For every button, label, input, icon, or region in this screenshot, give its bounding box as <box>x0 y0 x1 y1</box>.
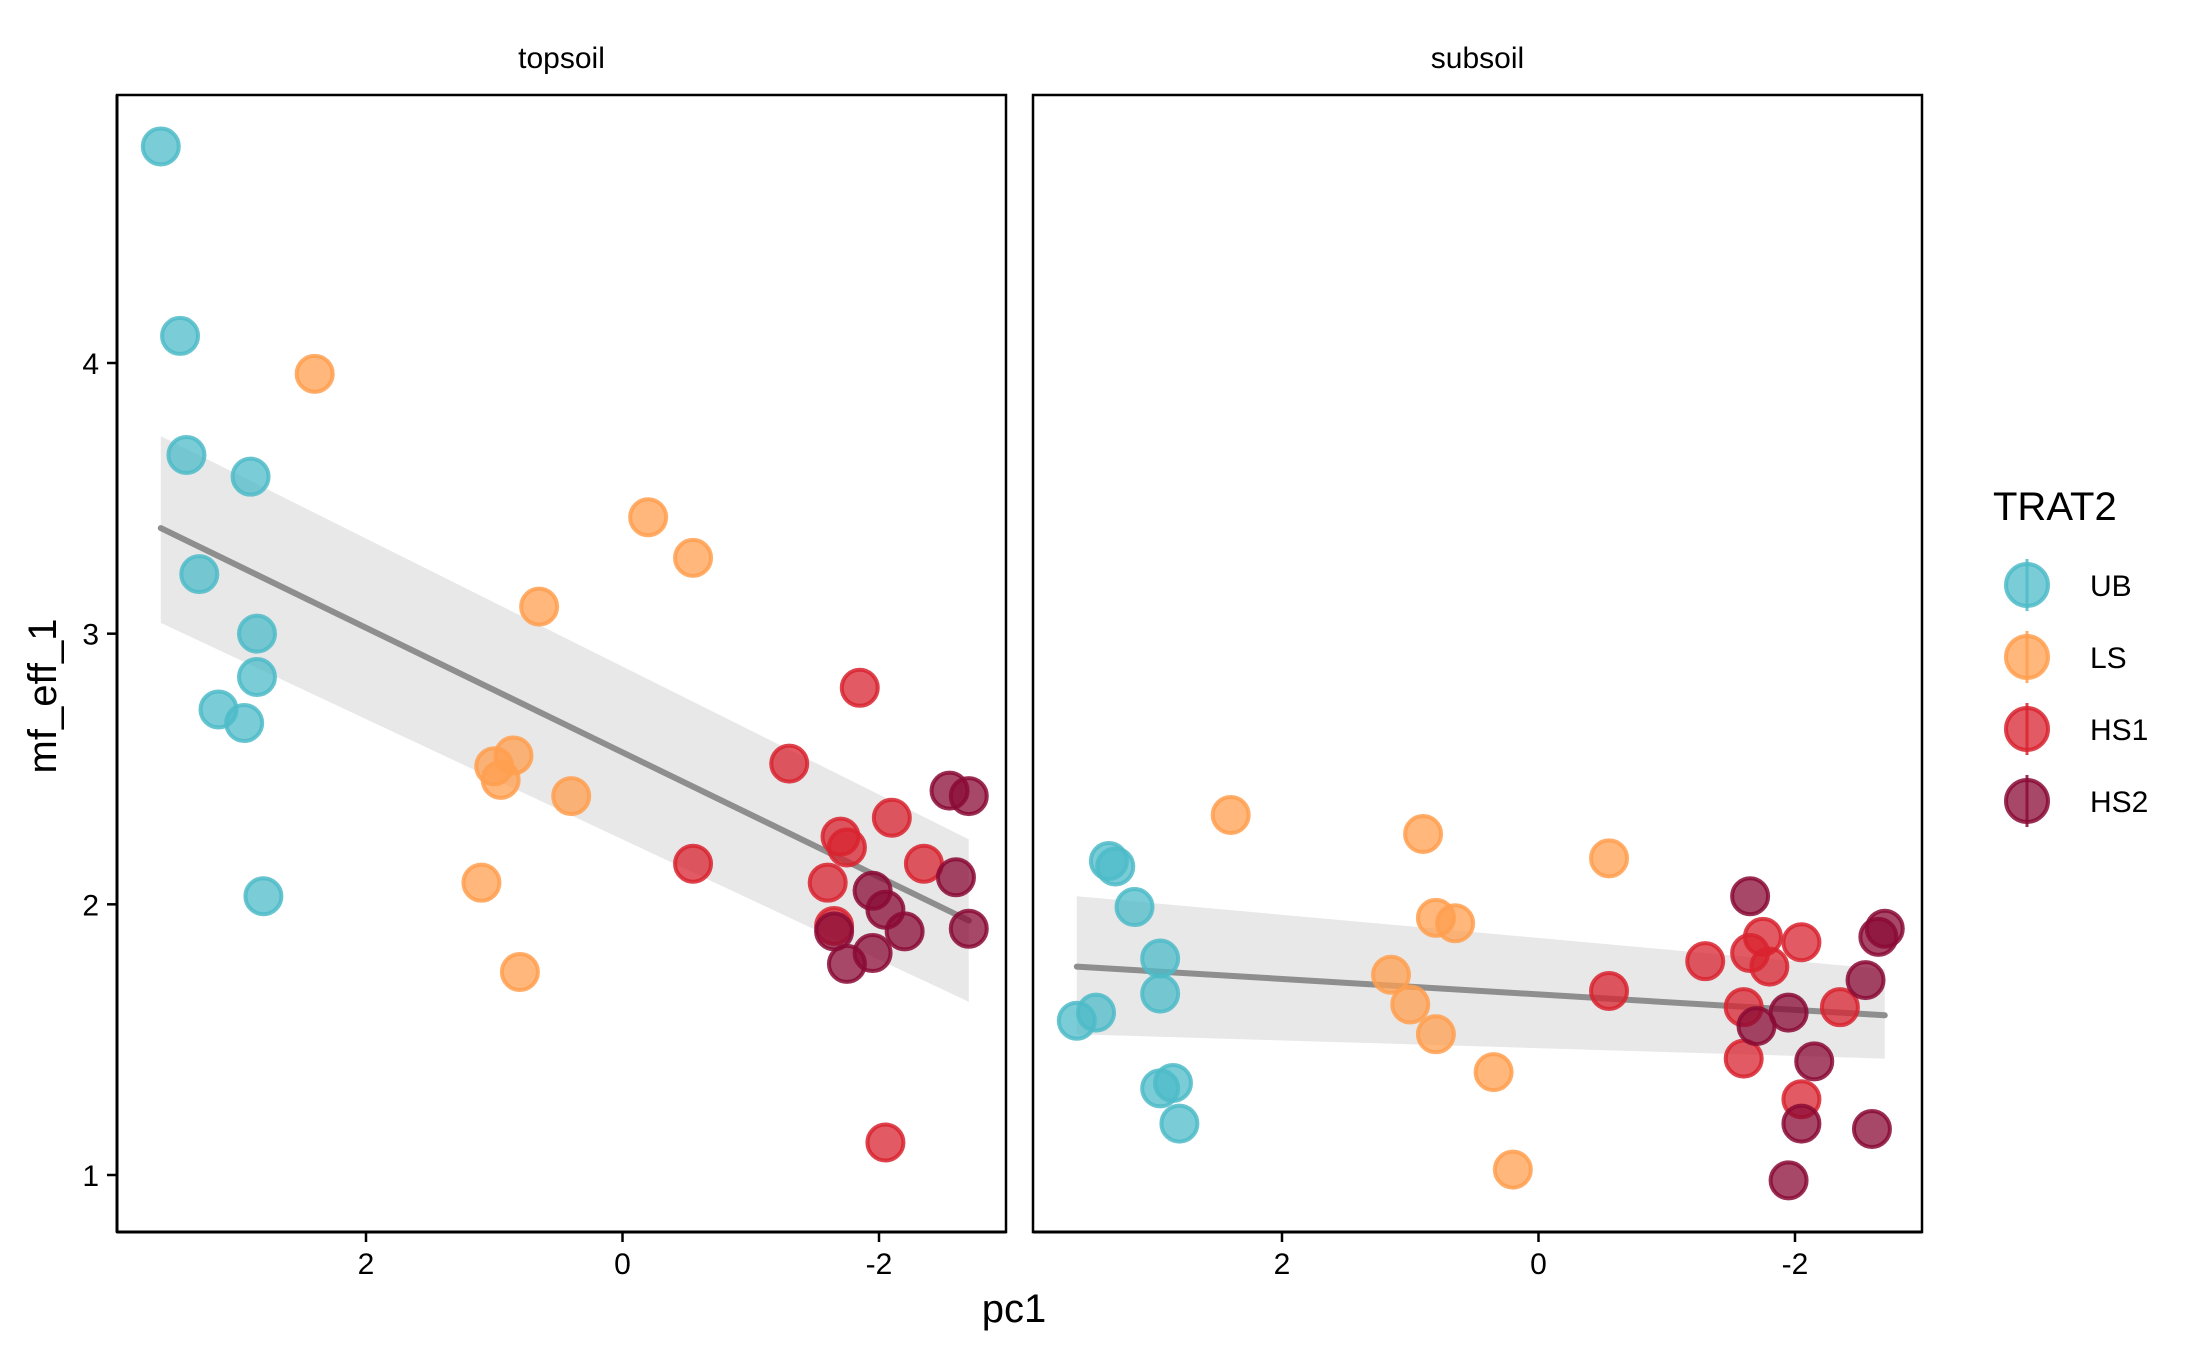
x-tick-label: 0 <box>614 1248 631 1281</box>
legend: TRAT2 UB LS HS1 HS2 <box>1993 485 2148 827</box>
data-point-hs1 <box>1819 987 1860 1028</box>
y-axis-title: mf_eff_1 <box>21 619 65 774</box>
legend-label-hs1: HS1 <box>2090 714 2148 747</box>
data-point-ub <box>1152 1062 1193 1103</box>
data-point-ls <box>1371 954 1412 995</box>
legend-item-ub: UB <box>2004 559 2132 611</box>
data-point-hs1 <box>1685 941 1726 982</box>
data-point-hs1 <box>839 667 880 708</box>
data-point-ls <box>519 586 560 627</box>
data-point-ub <box>1140 938 1181 979</box>
confidence-band <box>160 436 969 1002</box>
x-tick-label: 0 <box>1530 1248 1547 1281</box>
legend-item-hs1: HS1 <box>2004 703 2148 755</box>
data-point-hs1 <box>807 862 848 903</box>
data-point-hs2 <box>935 857 976 898</box>
data-point-ub <box>160 315 201 356</box>
legend-item-ls: LS <box>2004 631 2127 683</box>
data-point-ub <box>198 689 239 730</box>
x-tick-label: 2 <box>1274 1248 1291 1281</box>
data-point-ub <box>1140 973 1181 1014</box>
x-tick-label: -2 <box>1782 1248 1809 1281</box>
data-point-ls <box>551 776 592 817</box>
legend-key-hs1 <box>2004 706 2050 752</box>
data-point-hs2 <box>1736 1006 1777 1047</box>
data-point-ls <box>480 759 521 800</box>
data-point-ls <box>1589 838 1630 879</box>
data-point-ub <box>1159 1103 1200 1144</box>
data-point-hs1 <box>1589 970 1630 1011</box>
data-point-ub <box>1095 846 1136 887</box>
data-point-hs2 <box>1768 1160 1809 1201</box>
data-point-ls <box>1435 903 1476 944</box>
data-point-hs1 <box>1781 922 1822 963</box>
strip-label-subsoil: subsoil <box>1431 42 1524 75</box>
data-point-ls <box>1403 813 1444 854</box>
data-point-ls <box>628 497 669 538</box>
data-point-hs1 <box>1749 946 1790 987</box>
data-point-ls <box>1390 984 1431 1025</box>
data-point-hs2 <box>1794 1041 1835 1082</box>
y-axis: 1 2 3 4 <box>82 95 119 1232</box>
x-axis-title: pc1 <box>982 1287 1047 1331</box>
data-point-ls <box>499 952 540 992</box>
data-point-ls <box>1210 795 1251 836</box>
data-point-hs2 <box>1858 916 1899 957</box>
y-tick-label: 1 <box>82 1160 99 1193</box>
y-tick-label: 2 <box>82 889 99 922</box>
data-point-ub <box>179 554 220 595</box>
data-point-ls <box>461 862 502 903</box>
data-point-hs1 <box>769 743 810 784</box>
data-point-hs2 <box>884 911 925 952</box>
data-point-hs2 <box>948 776 989 817</box>
data-point-hs2 <box>1851 1108 1892 1149</box>
confidence-band <box>1076 896 1885 1059</box>
data-point-hs1 <box>871 797 912 838</box>
strip-label-topsoil: topsoil <box>518 42 605 75</box>
y-tick-label: 3 <box>82 619 99 652</box>
panel-topsoil: topsoil 2 0 -2 <box>115 42 1008 1281</box>
data-point-hs1 <box>865 1122 906 1163</box>
data-point-hs2 <box>948 908 989 949</box>
legend-label-hs2: HS2 <box>2090 786 2148 819</box>
x-tick-label: -2 <box>866 1248 893 1281</box>
legend-key-hs2 <box>2004 778 2050 824</box>
legend-key-ls <box>2004 634 2050 680</box>
data-point-ub <box>1114 887 1155 928</box>
data-point-hs1 <box>673 843 714 884</box>
x-tick-label: 2 <box>358 1248 375 1281</box>
legend-label-ls: LS <box>2090 642 2127 675</box>
panel-subsoil: subsoil 2 0 -2 <box>1031 42 1924 1281</box>
legend-title: TRAT2 <box>1993 485 2117 529</box>
data-point-ub <box>236 656 277 697</box>
data-point-hs2 <box>1781 1103 1822 1144</box>
data-point-ls <box>1415 1014 1456 1055</box>
data-point-ub <box>236 613 277 654</box>
data-point-ls <box>1473 1052 1514 1093</box>
plot-area-topsoil <box>140 126 989 1163</box>
data-point-ub <box>140 126 181 167</box>
data-point-ls <box>294 353 335 394</box>
legend-label-ub: UB <box>2090 570 2132 603</box>
data-point-hs2 <box>1845 960 1886 1001</box>
data-point-ub <box>166 435 207 476</box>
data-point-ub <box>243 876 284 917</box>
data-point-ub <box>230 456 271 497</box>
panels: topsoil 2 0 -2 subsoil 2 0 -2 1 2 3 4 <box>82 42 1924 1281</box>
data-point-hs1 <box>826 827 867 868</box>
data-point-ub <box>1076 992 1117 1033</box>
legend-key-ub <box>2004 562 2050 608</box>
data-point-ls <box>1492 1149 1533 1190</box>
y-tick-label: 4 <box>82 348 99 381</box>
data-point-ls <box>673 537 714 578</box>
legend-item-hs2: HS2 <box>2004 775 2148 827</box>
data-point-hs2 <box>826 943 867 984</box>
data-point-hs2 <box>1730 876 1771 917</box>
plot-area-subsoil <box>1056 795 1905 1201</box>
